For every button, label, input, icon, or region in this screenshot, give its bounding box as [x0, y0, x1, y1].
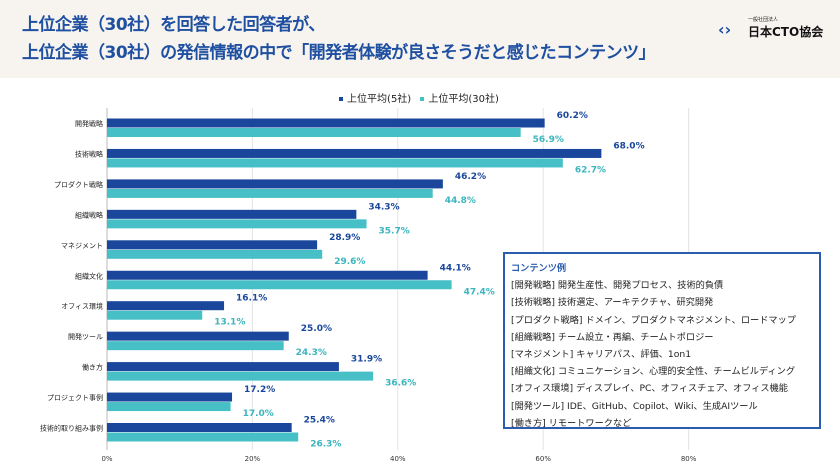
title-line-2: 上位企業（30社）の発信情報の中で「開発者体験が良さそうだと感じたコンテンツ」: [22, 43, 656, 63]
logo: ‹› 一般社団法人 日本CTO協会: [718, 16, 828, 42]
x-tick-label: 60%: [535, 455, 551, 463]
category-label: 開発戦略: [75, 119, 103, 128]
category-label: 技術的取り組み事例: [40, 424, 103, 433]
data-label: 31.9%: [351, 355, 382, 365]
example-line: [技術戦略] 技術選定、アーキテクチャ、研究開発: [511, 297, 714, 309]
example-line: [組織戦略] チーム設立・再編、チームトポロジー: [511, 331, 714, 343]
bar: [107, 423, 292, 432]
bar: [107, 371, 374, 381]
data-label: 35.7%: [379, 226, 410, 236]
data-label: 16.1%: [236, 294, 267, 304]
example-line: [組織文化] コミュニケーション、心理的安全性、チームビルディング: [511, 366, 796, 378]
category-label: 開発ツール: [68, 332, 103, 341]
data-label: 26.3%: [310, 440, 341, 450]
bar: [107, 362, 339, 372]
legend-item-5: 上位平均(5社): [339, 94, 413, 105]
data-label: 24.3%: [296, 348, 327, 358]
legend-swatch: [420, 97, 425, 101]
bar: [107, 270, 428, 280]
bar: [107, 341, 284, 351]
data-label: 36.6%: [385, 379, 416, 389]
example-line: [開発戦略] 開発生産性、開発プロセス、技術的負債: [511, 280, 724, 292]
header: 上位企業（30社）を回答した回答者が、 上位企業（30社）の発信情報の中で「開発…: [0, 0, 840, 78]
legend-label: 上位平均(30社): [428, 94, 499, 105]
data-label: 62.7%: [575, 165, 606, 175]
category-label: 組織戦略: [75, 210, 103, 219]
bar: [107, 301, 225, 311]
title-line-1: 上位企業（30社）を回答した回答者が、: [22, 15, 325, 35]
logo-small-text: 一般社団法人: [748, 17, 779, 23]
bar: [107, 128, 521, 137]
category-label: 組織文化: [75, 271, 103, 280]
bar: [107, 240, 318, 250]
example-line: [オフィス環境] ディスプレイ、PC、オフィスチェア、オフィス機能: [511, 383, 788, 395]
legend-item-30: 上位平均(30社): [420, 94, 501, 105]
bar: [107, 402, 231, 412]
example-line: [プロダクト戦略] ドメイン、プロダクトマネジメント、ロードマップ: [511, 314, 796, 326]
data-label: 56.9%: [533, 135, 564, 145]
legend-swatch: [339, 97, 344, 101]
category-label: プロジェクト事例: [47, 393, 103, 402]
data-label: 25.0%: [301, 324, 332, 334]
category-label: プロダクト戦略: [54, 180, 103, 189]
data-label: 44.8%: [445, 196, 476, 206]
logo-mark-icon: ‹›: [718, 20, 732, 39]
bar: [107, 118, 545, 128]
example-line: [開発ツール] IDE、GitHub、Copilot、Wiki、生成AIツール: [511, 400, 758, 412]
data-label: 29.6%: [334, 257, 365, 267]
bar: [107, 219, 367, 229]
bar: [107, 158, 563, 168]
data-label: 68.0%: [613, 141, 644, 151]
data-label: 28.9%: [329, 233, 360, 243]
example-line: [働き方] リモートワークなど: [511, 417, 632, 429]
data-label: 47.4%: [464, 287, 495, 297]
bar: [107, 432, 299, 442]
data-label: 17.0%: [243, 409, 274, 419]
x-tick-label: 20%: [245, 455, 261, 463]
x-tick-label: 80%: [681, 455, 697, 463]
bar: [107, 249, 323, 259]
bar: [107, 179, 443, 189]
data-label: 46.2%: [455, 172, 486, 182]
category-label: マネジメント: [61, 242, 103, 250]
category-label: オフィス環境: [61, 302, 103, 311]
data-label: 60.2%: [557, 111, 588, 121]
category-label: 働き方: [82, 363, 103, 372]
bar: [107, 310, 203, 320]
data-label: 13.1%: [214, 318, 245, 328]
example-line: [マネジメント] キャリアパス、評価、1on1: [511, 349, 692, 361]
bar: [107, 209, 357, 219]
x-tick-label: 0%: [101, 455, 112, 463]
bar: [107, 188, 433, 198]
examples-title: コンテンツ例: [511, 263, 567, 274]
data-label: 44.1%: [440, 263, 471, 273]
content-examples-box: コンテンツ例 [開発戦略] 開発生産性、開発プロセス、技術的負債 [技術戦略] 技…: [503, 252, 821, 429]
bar: [107, 392, 233, 402]
legend: 上位平均(5社) 上位平均(30社): [0, 90, 840, 105]
category-label: 技術戦略: [75, 149, 103, 158]
data-label: 17.2%: [244, 385, 275, 395]
logo-name: 日本CTO協会: [748, 25, 824, 39]
bar: [107, 331, 289, 341]
data-label: 25.4%: [304, 416, 335, 426]
legend-label: 上位平均(5社): [347, 94, 412, 105]
data-label: 34.3%: [368, 202, 399, 212]
bar: [107, 280, 452, 290]
x-tick-label: 40%: [390, 455, 406, 463]
bar: [107, 148, 602, 158]
